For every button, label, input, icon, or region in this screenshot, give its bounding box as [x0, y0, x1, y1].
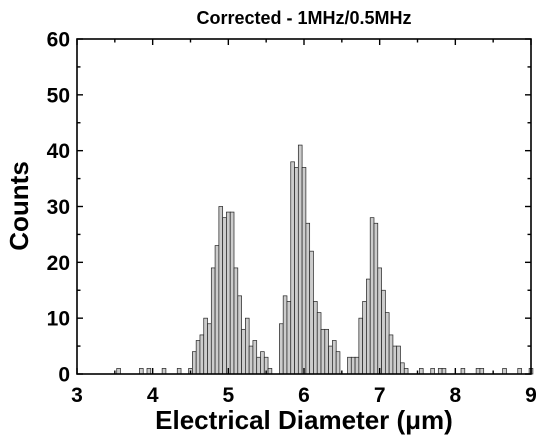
histogram-bar: [294, 167, 299, 375]
histogram-bar: [396, 345, 401, 375]
histogram-bar: [286, 301, 292, 375]
histogram-bar: [354, 356, 360, 375]
histogram-bar: [502, 368, 507, 375]
histogram-bar: [116, 368, 121, 375]
histogram-bar: [203, 317, 208, 375]
histogram-bar: [192, 351, 197, 375]
y-tick-label: 60: [47, 29, 70, 52]
histogram-bar: [161, 368, 167, 375]
y-tick-label: 30: [47, 196, 70, 219]
histogram-bar: [218, 206, 224, 375]
histogram-bar: [146, 368, 152, 375]
bars-group: [116, 144, 534, 375]
histogram-bar: [237, 295, 242, 375]
histogram-bar: [400, 362, 405, 375]
histogram-bar: [347, 356, 352, 375]
histogram-bar: [241, 328, 246, 375]
y-tick-label: 10: [47, 308, 70, 331]
x-tick-label: 6: [298, 384, 310, 407]
histogram-bar: [195, 340, 201, 375]
histogram-bar: [301, 167, 307, 375]
histogram-bar: [313, 301, 318, 375]
histogram-bar: [460, 368, 466, 375]
histogram-bar: [517, 368, 522, 375]
x-tick-label: 8: [449, 384, 461, 407]
histogram-bar: [419, 368, 424, 375]
histogram-bar: [282, 295, 288, 375]
x-tick-label: 9: [525, 384, 537, 407]
histogram-bar: [256, 356, 261, 375]
histogram-bar: [358, 317, 363, 375]
histogram-bar: [362, 301, 367, 375]
chart-title: Corrected - 1MHz/0.5MHz: [196, 8, 411, 28]
histogram-bar: [222, 217, 227, 375]
histogram-bar: [479, 368, 485, 375]
x-tick-label: 3: [71, 384, 83, 407]
histogram-bar: [248, 345, 254, 375]
histogram-bar: [260, 351, 265, 375]
x-axis-label: Electrical Diameter (μm): [155, 405, 453, 435]
histogram-bar: [388, 334, 394, 375]
histogram-bar: [297, 144, 303, 375]
histogram-bar: [267, 368, 273, 375]
histogram-bar: [324, 328, 329, 375]
histogram-bar: [430, 368, 435, 375]
histogram-bar: [384, 312, 390, 375]
histogram-bar: [199, 334, 205, 375]
histogram-bar: [350, 356, 356, 375]
histogram-bar: [366, 278, 371, 375]
histogram-bar: [381, 289, 386, 375]
histogram-bar: [233, 267, 239, 375]
histogram-bar: [332, 340, 337, 375]
y-tick-label: 20: [47, 252, 70, 275]
x-tick-label: 4: [147, 384, 159, 407]
histogram-bar: [441, 368, 447, 375]
histogram-bar: [316, 312, 322, 375]
histogram-bar: [290, 161, 295, 375]
histogram-bar: [176, 368, 182, 375]
histogram-bar: [252, 340, 258, 375]
histogram-bar: [373, 222, 379, 375]
y-tick-label: 50: [47, 84, 70, 107]
histogram-bar: [207, 323, 212, 375]
y-tick-label: 40: [47, 140, 70, 163]
histogram-bar: [226, 211, 231, 375]
axis-ticks: 3 4 5 6 7 8 9 0 10 20 30 40 50 60: [47, 29, 537, 408]
x-tick-label: 5: [222, 384, 234, 407]
histogram-bar: [229, 211, 235, 375]
histogram-bar: [369, 217, 375, 375]
histogram-bar: [335, 351, 341, 375]
plot-frame: [76, 38, 532, 375]
y-axis-label: Counts: [4, 161, 34, 251]
histogram-bar: [309, 250, 314, 375]
histogram-bar: [210, 267, 216, 375]
histogram-bar: [214, 245, 220, 375]
histogram-bar: [377, 267, 382, 375]
histogram-bar: [279, 323, 284, 375]
histogram-bar: [305, 222, 311, 375]
x-tick-label: 7: [374, 384, 386, 407]
histogram-bar: [320, 328, 326, 375]
histogram-bar: [403, 368, 409, 375]
histogram-bar: [139, 368, 144, 375]
histogram-bar: [392, 345, 398, 375]
y-tick-label: 0: [58, 364, 70, 387]
histogram-bar: [245, 317, 250, 375]
histogram-bar: [437, 368, 443, 375]
histogram-bar: [328, 345, 333, 375]
histogram-bar: [475, 368, 481, 375]
